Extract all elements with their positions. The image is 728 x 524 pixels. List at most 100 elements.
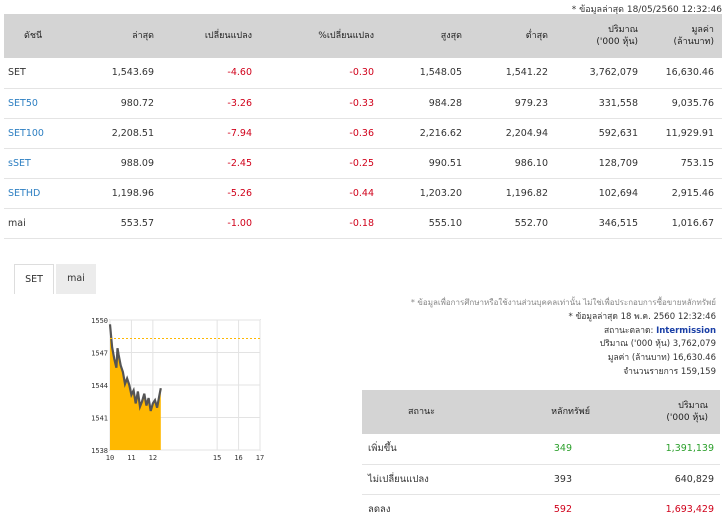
cell-high: 990.51 (428, 157, 462, 169)
intraday-chart: 1550 1547 1544 1541 1538 10 11 12 15 16 17 (86, 316, 264, 466)
cell-low: 2,204.94 (505, 127, 548, 139)
cell-volume: 128,709 (598, 157, 638, 169)
cell-pct-change: -0.33 (349, 97, 374, 109)
cell-index-name[interactable]: SETHD (8, 187, 41, 199)
total-deals: จำนวนรายการ 159,159 (411, 366, 716, 380)
total-volume-value: 3,762,079 (672, 339, 716, 350)
cell-volume: 102,694 (598, 187, 638, 199)
cell-change: -3.26 (227, 97, 252, 109)
breadth-volume: 1,391,139 (665, 443, 714, 455)
y-tick-label: 1544 (91, 382, 108, 390)
x-tick-label: 10 (106, 454, 114, 462)
cell-index-name[interactable]: SET50 (8, 97, 38, 109)
breadth-table-header: สถานะ หลักทรัพย์ ปริมาณ ('000 หุ้น) (362, 390, 720, 434)
breadth-volume: 640,829 (674, 473, 714, 485)
cell-low: 979.23 (514, 97, 548, 109)
cell-change: -7.94 (227, 127, 252, 139)
cell-value: 9,035.76 (671, 97, 714, 109)
breadth-status: เพิ่มขึ้น (368, 443, 397, 455)
col-status: สถานะ (408, 407, 435, 417)
cell-volume: 592,631 (598, 127, 638, 139)
cell-high: 1,548.05 (419, 67, 462, 79)
cell-last: 2,208.51 (111, 127, 154, 139)
cell-low: 552.70 (514, 217, 548, 229)
market-info: * ข้อมูลเพื่อการศึกษาหรือใช้งานส่วนบุคคล… (411, 296, 716, 380)
cell-change: -4.60 (227, 67, 252, 79)
cell-last: 1,543.69 (111, 67, 154, 79)
cell-change: -5.26 (227, 187, 252, 199)
cell-high: 2,216.62 (419, 127, 462, 139)
x-tick-label: 15 (213, 454, 221, 462)
price-area (110, 324, 161, 450)
y-tick-label: 1541 (91, 415, 108, 423)
total-deals-value: 159,159 (680, 366, 716, 377)
total-deals-label: จำนวนรายการ (623, 366, 679, 377)
y-tick-label: 1547 (91, 350, 108, 358)
cell-change: -1.00 (227, 217, 252, 229)
market-status-value: Intermission (656, 325, 716, 336)
cell-pct-change: -0.36 (349, 127, 374, 139)
cell-index-name[interactable]: sSET (8, 157, 31, 169)
col-change: เปลี่ยนแปลง (204, 31, 252, 41)
cell-last: 988.09 (120, 157, 154, 169)
col-low: ต่ำสุด (525, 31, 548, 41)
cell-pct-change: -0.44 (349, 187, 374, 199)
index-table-header: ดัชนี ล่าสุด เปลี่ยนแปลง %เปลี่ยนแปลง สู… (4, 14, 722, 58)
cell-last: 553.57 (120, 217, 154, 229)
total-volume: ปริมาณ ('000 หุ้น) 3,762,079 (411, 338, 716, 352)
table-row: SETHD 1,198.96 -5.26 -0.44 1,203.20 1,196.82 1… (4, 178, 722, 208)
cell-low: 986.10 (514, 157, 548, 169)
cell-value: 753.15 (680, 157, 714, 169)
cell-value: 2,915.46 (671, 187, 714, 199)
total-value-label: มูลค่า (ล้านบาท) (607, 353, 671, 364)
cell-index-name[interactable]: SET100 (8, 127, 44, 139)
total-value-value: 16,630.46 (672, 353, 716, 364)
col-last: ล่าสุด (132, 31, 154, 41)
breadth-count: 349 (553, 443, 572, 455)
col-pct-change: %เปลี่ยนแปลง (318, 31, 374, 41)
index-table: ดัชนี ล่าสุด เปลี่ยนแปลง %เปลี่ยนแปลง สู… (4, 14, 722, 239)
cell-pct-change: -0.25 (349, 157, 374, 169)
y-tick-label: 1550 (91, 317, 108, 325)
table-row: mai 553.57 -1.00 -0.18 555.10 552.70 346,515 1,… (4, 208, 722, 238)
disclaimer-text: * ข้อมูลเพื่อการศึกษาหรือใช้งานส่วนบุคคล… (410, 298, 716, 307)
col-value: มูลค่า (ล้านบาท) (673, 25, 714, 47)
cell-high: 1,203.20 (419, 187, 462, 199)
market-status: สถานะตลาด: Intermission (411, 325, 716, 339)
col-volume: ปริมาณ ('000 หุ้น) (596, 25, 638, 47)
y-tick-label: 1538 (91, 447, 108, 455)
total-volume-label: ปริมาณ ('000 หุ้น) (599, 339, 671, 350)
table-row: SET50 980.72 -3.26 -0.33 984.28 979.23 331,558… (4, 88, 722, 118)
table-row: SET100 2,208.51 -7.94 -0.36 2,216.62 2,204.94… (4, 118, 722, 148)
cell-high: 984.28 (428, 97, 462, 109)
x-tick-label: 11 (127, 454, 135, 462)
breadth-status: ลดลง (368, 503, 391, 515)
cell-high: 555.10 (428, 217, 462, 229)
breadth-count: 393 (553, 473, 572, 485)
cell-volume: 346,515 (598, 217, 638, 229)
col-securities: หลักทรัพย์ (551, 407, 590, 417)
cell-change: -2.45 (227, 157, 252, 169)
col-index: ดัชนี (24, 31, 43, 41)
x-tick-label: 17 (256, 454, 264, 462)
table-row: sSET 988.09 -2.45 -0.25 990.51 986.10 128,709 7… (4, 148, 722, 178)
tab-mai[interactable]: mai (56, 264, 96, 294)
col-high: สูงสุด (440, 31, 462, 41)
tab-set[interactable]: SET (14, 264, 54, 294)
breadth-table: สถานะ หลักทรัพย์ ปริมาณ ('000 หุ้น) เพิ่… (362, 390, 720, 524)
cell-value: 1,016.67 (671, 217, 714, 229)
breadth-status: ไม่เปลี่ยนแปลง (368, 473, 429, 485)
list-item: เพิ่มขึ้น 349 1,391,139 (362, 434, 720, 464)
cell-value: 11,929.91 (665, 127, 714, 139)
total-value: มูลค่า (ล้านบาท) 16,630.46 (411, 352, 716, 366)
market-status-label: สถานะตลาด: (603, 325, 654, 336)
list-item: ไม่เปลี่ยนแปลง 393 640,829 (362, 464, 720, 494)
cell-index-name: SET (8, 67, 26, 79)
price-line (108, 324, 162, 412)
cell-index-name: mai (8, 217, 26, 229)
index-tabs: SET mai (14, 264, 96, 294)
list-item: ลดลง 592 1,693,429 (362, 494, 720, 524)
col-breadth-volume: ปริมาณ ('000 หุ้น) (666, 401, 708, 423)
cell-volume: 3,762,079 (589, 67, 638, 79)
